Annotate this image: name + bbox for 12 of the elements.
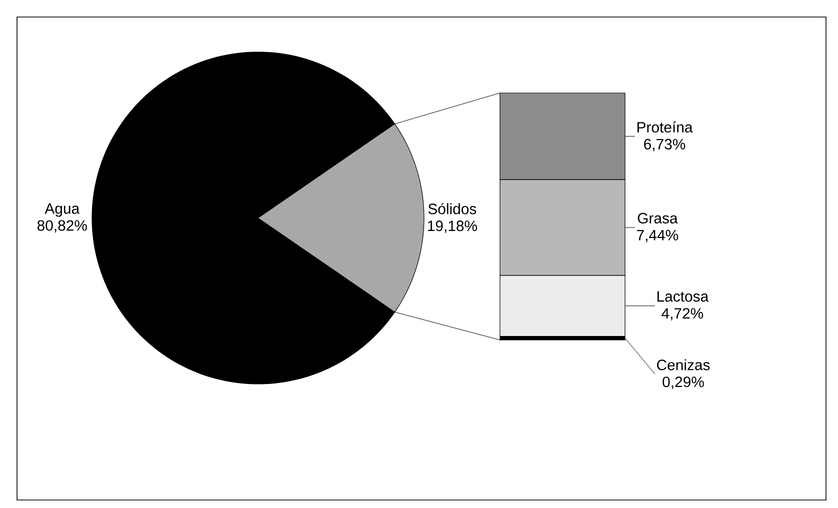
data-label: 4,72% [662,308,704,320]
series-label: Proteína [637,121,693,133]
data-label: 19,18% [428,220,478,233]
text: Cenizas [657,359,710,370]
data-label: 80,82% [37,220,87,233]
data-label: 0,29% [662,376,704,389]
slice-label: Agua [44,203,80,217]
series-label: Grasa [638,212,678,224]
data-label: 6,73% [644,138,686,152]
data-label: 7,44% [637,230,678,242]
slice-label: Sólidos [428,203,476,214]
text: Lactosa [657,291,709,302]
